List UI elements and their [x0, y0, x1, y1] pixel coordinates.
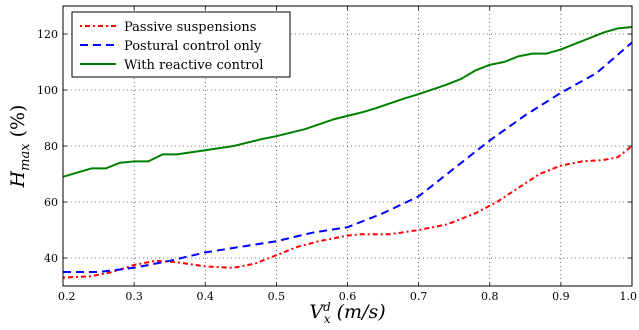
series-layer — [62, 26, 633, 279]
series-line-3 — [62, 26, 633, 178]
y-tick-label: 60 — [44, 196, 58, 209]
legend-label: Postural control only — [124, 39, 262, 54]
x-tick-label: 0.9 — [552, 290, 570, 303]
legend-label: With reactive control — [124, 58, 263, 73]
series-line-1 — [62, 145, 633, 279]
x-tick-label: 1.0 — [620, 290, 638, 303]
x-tick-label: 0.6 — [339, 290, 357, 303]
x-tick-label: 0.8 — [481, 290, 499, 303]
x-tick-label: 0.3 — [125, 290, 143, 303]
x-tick-label: 0.2 — [58, 290, 76, 303]
y-tick-label: 100 — [37, 84, 58, 97]
x-tick-label: 0.5 — [268, 290, 286, 303]
tick-layer: 0.2 0.3 0.4 0.5 0.6 0.7 0.8 0.9 1.0 40 60 80 100 120 — [37, 6, 637, 303]
y-tick-label: 40 — [44, 252, 58, 265]
grid-lines — [62, 6, 633, 286]
y-axis-label: Hmax (%) — [7, 105, 33, 189]
series-line-2 — [63, 41, 633, 273]
x-axis-label: Vd x (m/s) — [309, 300, 385, 326]
legend: Passive suspensions Postural control only… — [71, 11, 291, 78]
x-tick-label: 0.7 — [410, 290, 428, 303]
y-tick-label: 120 — [37, 28, 58, 41]
x-tick-label: 0.4 — [197, 290, 215, 303]
y-tick-label: 80 — [44, 140, 58, 153]
legend-label: Passive suspensions — [124, 20, 256, 35]
